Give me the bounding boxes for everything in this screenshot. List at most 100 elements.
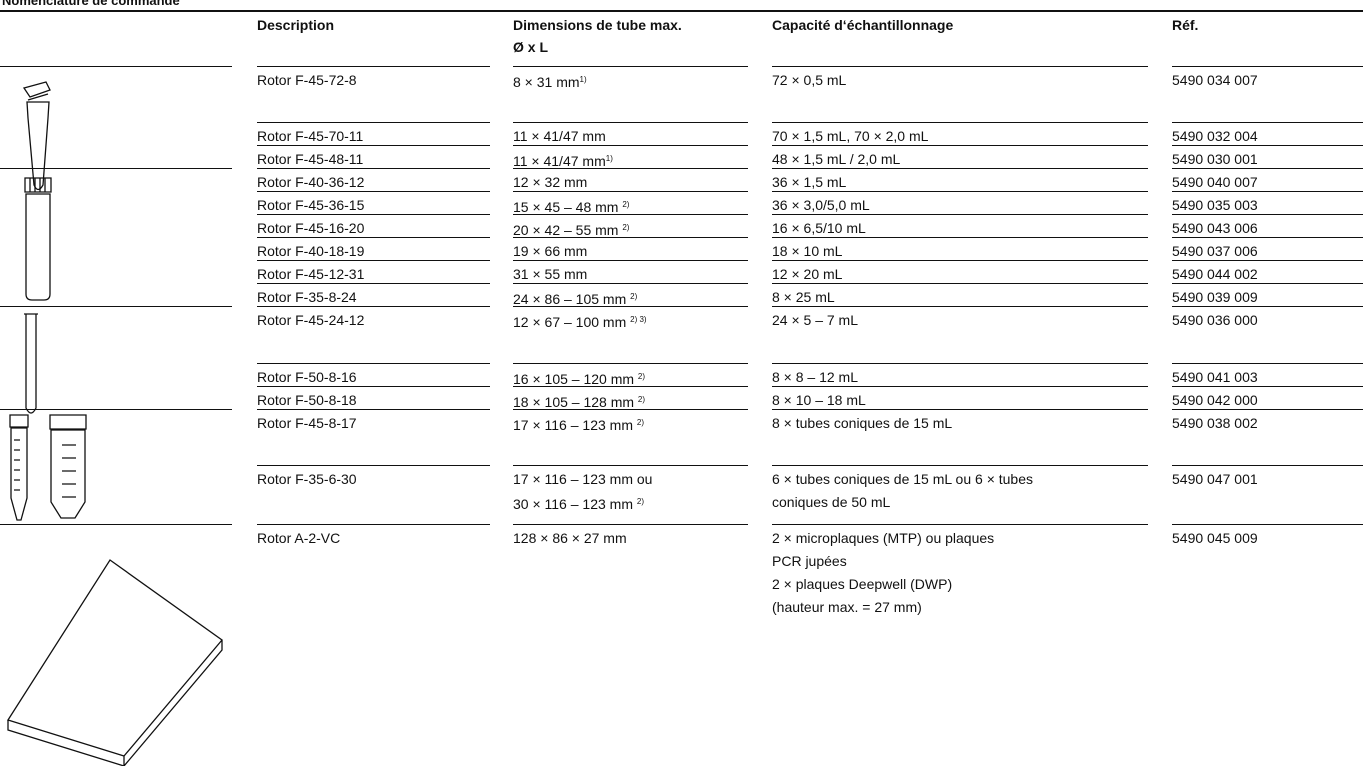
ref-cell: 5490 044 002: [1172, 266, 1258, 282]
snap-cap-tube: [22, 81, 51, 191]
row-rule: [513, 524, 748, 525]
row-rule: [772, 363, 1148, 364]
screw-vial: [24, 177, 52, 301]
footnote-ref: 2): [636, 497, 644, 506]
row-rule: [1172, 191, 1363, 192]
tube-icons: [6, 81, 223, 766]
ref-cell: 5490 039 009: [1172, 289, 1258, 305]
header-cell: Dimensions de tube max.: [513, 17, 682, 33]
row-rule: [772, 122, 1148, 123]
dimensions-cell: 11 × 41/47 mm1): [513, 153, 613, 169]
capacity-cell: 24 × 5 – 7 mL: [772, 312, 859, 328]
ref-cell: 5490 034 007: [1172, 72, 1258, 88]
footnote-ref: 2): [630, 292, 638, 301]
capacity-cell: 8 × 8 – 12 mL: [772, 369, 859, 385]
row-rule: [772, 283, 1148, 284]
row-rule: [513, 237, 748, 238]
row-rule: [772, 465, 1148, 466]
capacity-cell: 36 × 3,0/5,0 mL: [772, 197, 870, 213]
row-rule: [257, 66, 490, 67]
ref-cell: 5490 030 001: [1172, 151, 1258, 167]
capacity-cell: 36 × 1,5 mL: [772, 174, 847, 190]
row-rule: [772, 168, 1148, 169]
row-rule: [257, 145, 490, 146]
description-cell: Rotor F-50-8-18: [257, 392, 357, 408]
row-rule: [772, 191, 1148, 192]
footnote-ref: 1): [605, 154, 613, 163]
dimensions-cell: 17 × 116 – 123 mm ou: [513, 471, 653, 487]
row-rule: [513, 363, 748, 364]
footnote-ref: 2): [622, 223, 630, 232]
page-title: Nomenclature de commande: [2, 0, 180, 8]
capacity-cell: 12 × 20 mL: [772, 266, 843, 282]
footnote-ref: 2): [637, 395, 646, 404]
description-cell: Rotor F-35-6-30: [257, 471, 357, 487]
row-rule: [257, 237, 490, 238]
row-rule: [1172, 465, 1363, 466]
row-rule: [1172, 524, 1363, 525]
ref-cell: 5490 045 009: [1172, 530, 1258, 546]
capacity-cell: 18 × 10 mL: [772, 243, 843, 259]
ref-cell: 5490 037 006: [1172, 243, 1258, 259]
row-rule: [1172, 260, 1363, 261]
row-rule: [1172, 363, 1363, 364]
row-rule: [257, 306, 490, 307]
dimensions-cell: 17 × 116 – 123 mm 2): [513, 417, 644, 433]
ref-cell: 5490 047 001: [1172, 471, 1258, 487]
description-cell: Rotor F-45-70-11: [257, 128, 364, 144]
description-cell: Rotor F-35-8-24: [257, 289, 357, 305]
row-rule: [257, 168, 490, 169]
row-rule: [1172, 237, 1363, 238]
group-rule: [0, 306, 232, 307]
group-rule: [0, 168, 232, 169]
ref-cell: 5490 032 004: [1172, 128, 1258, 144]
description-cell: Rotor F-45-12-31: [257, 266, 365, 282]
row-rule: [1172, 306, 1363, 307]
header-cell: Description: [257, 17, 335, 33]
ref-cell: 5490 043 006: [1172, 220, 1258, 236]
row-rule: [772, 66, 1148, 67]
group-rule: [0, 524, 232, 525]
ref-cell: 5490 041 003: [1172, 369, 1258, 385]
description-cell: Rotor A-2-VC: [257, 530, 341, 546]
capacity-cell: 70 × 1,5 mL, 70 × 2,0 mL: [772, 128, 929, 144]
group-rule: [0, 66, 232, 67]
dimensions-cell: 31 × 55 mm: [513, 266, 588, 282]
row-rule: [257, 122, 490, 123]
row-rule: [772, 145, 1148, 146]
row-rule: [513, 409, 748, 410]
ref-cell: 5490 035 003: [1172, 197, 1258, 213]
capacity-cell: (hauteur max. = 27 mm): [772, 599, 922, 615]
capacity-cell: 48 × 1,5 mL / 2,0 mL: [772, 151, 901, 167]
capacity-cell: PCR jupées: [772, 553, 847, 569]
capacity-cell: 2 × microplaques (MTP) ou plaques: [772, 530, 995, 546]
row-rule: [513, 168, 748, 169]
header-cell: Capacité d‘échantillonnage: [772, 17, 954, 33]
dimensions-cell: 19 × 66 mm: [513, 243, 588, 259]
description-cell: Rotor F-40-36-12: [257, 174, 365, 190]
row-rule: [257, 465, 490, 466]
row-rule: [772, 386, 1148, 387]
row-rule: [257, 386, 490, 387]
row-rule: [513, 260, 748, 261]
footnote-ref: 2) 3): [630, 315, 647, 324]
round-tube: [24, 313, 38, 414]
row-rule: [257, 524, 490, 525]
dimensions-cell: 15 × 45 – 48 mm 2): [513, 199, 630, 215]
description-cell: Rotor F-45-48-11: [257, 151, 364, 167]
row-rule: [1172, 409, 1363, 410]
row-rule: [257, 260, 490, 261]
description-cell: Rotor F-45-36-15: [257, 197, 365, 213]
dimensions-cell: 12 × 67 – 100 mm 2) 3): [513, 314, 647, 330]
row-rule: [772, 306, 1148, 307]
row-rule: [257, 363, 490, 364]
row-rule: [1172, 122, 1363, 123]
row-rule: [257, 409, 490, 410]
dimensions-cell: 30 × 116 – 123 mm 2): [513, 496, 644, 512]
row-rule: [513, 214, 748, 215]
row-rule: [772, 237, 1148, 238]
row-rule: [772, 409, 1148, 410]
row-rule: [513, 66, 748, 67]
row-rule: [257, 283, 490, 284]
